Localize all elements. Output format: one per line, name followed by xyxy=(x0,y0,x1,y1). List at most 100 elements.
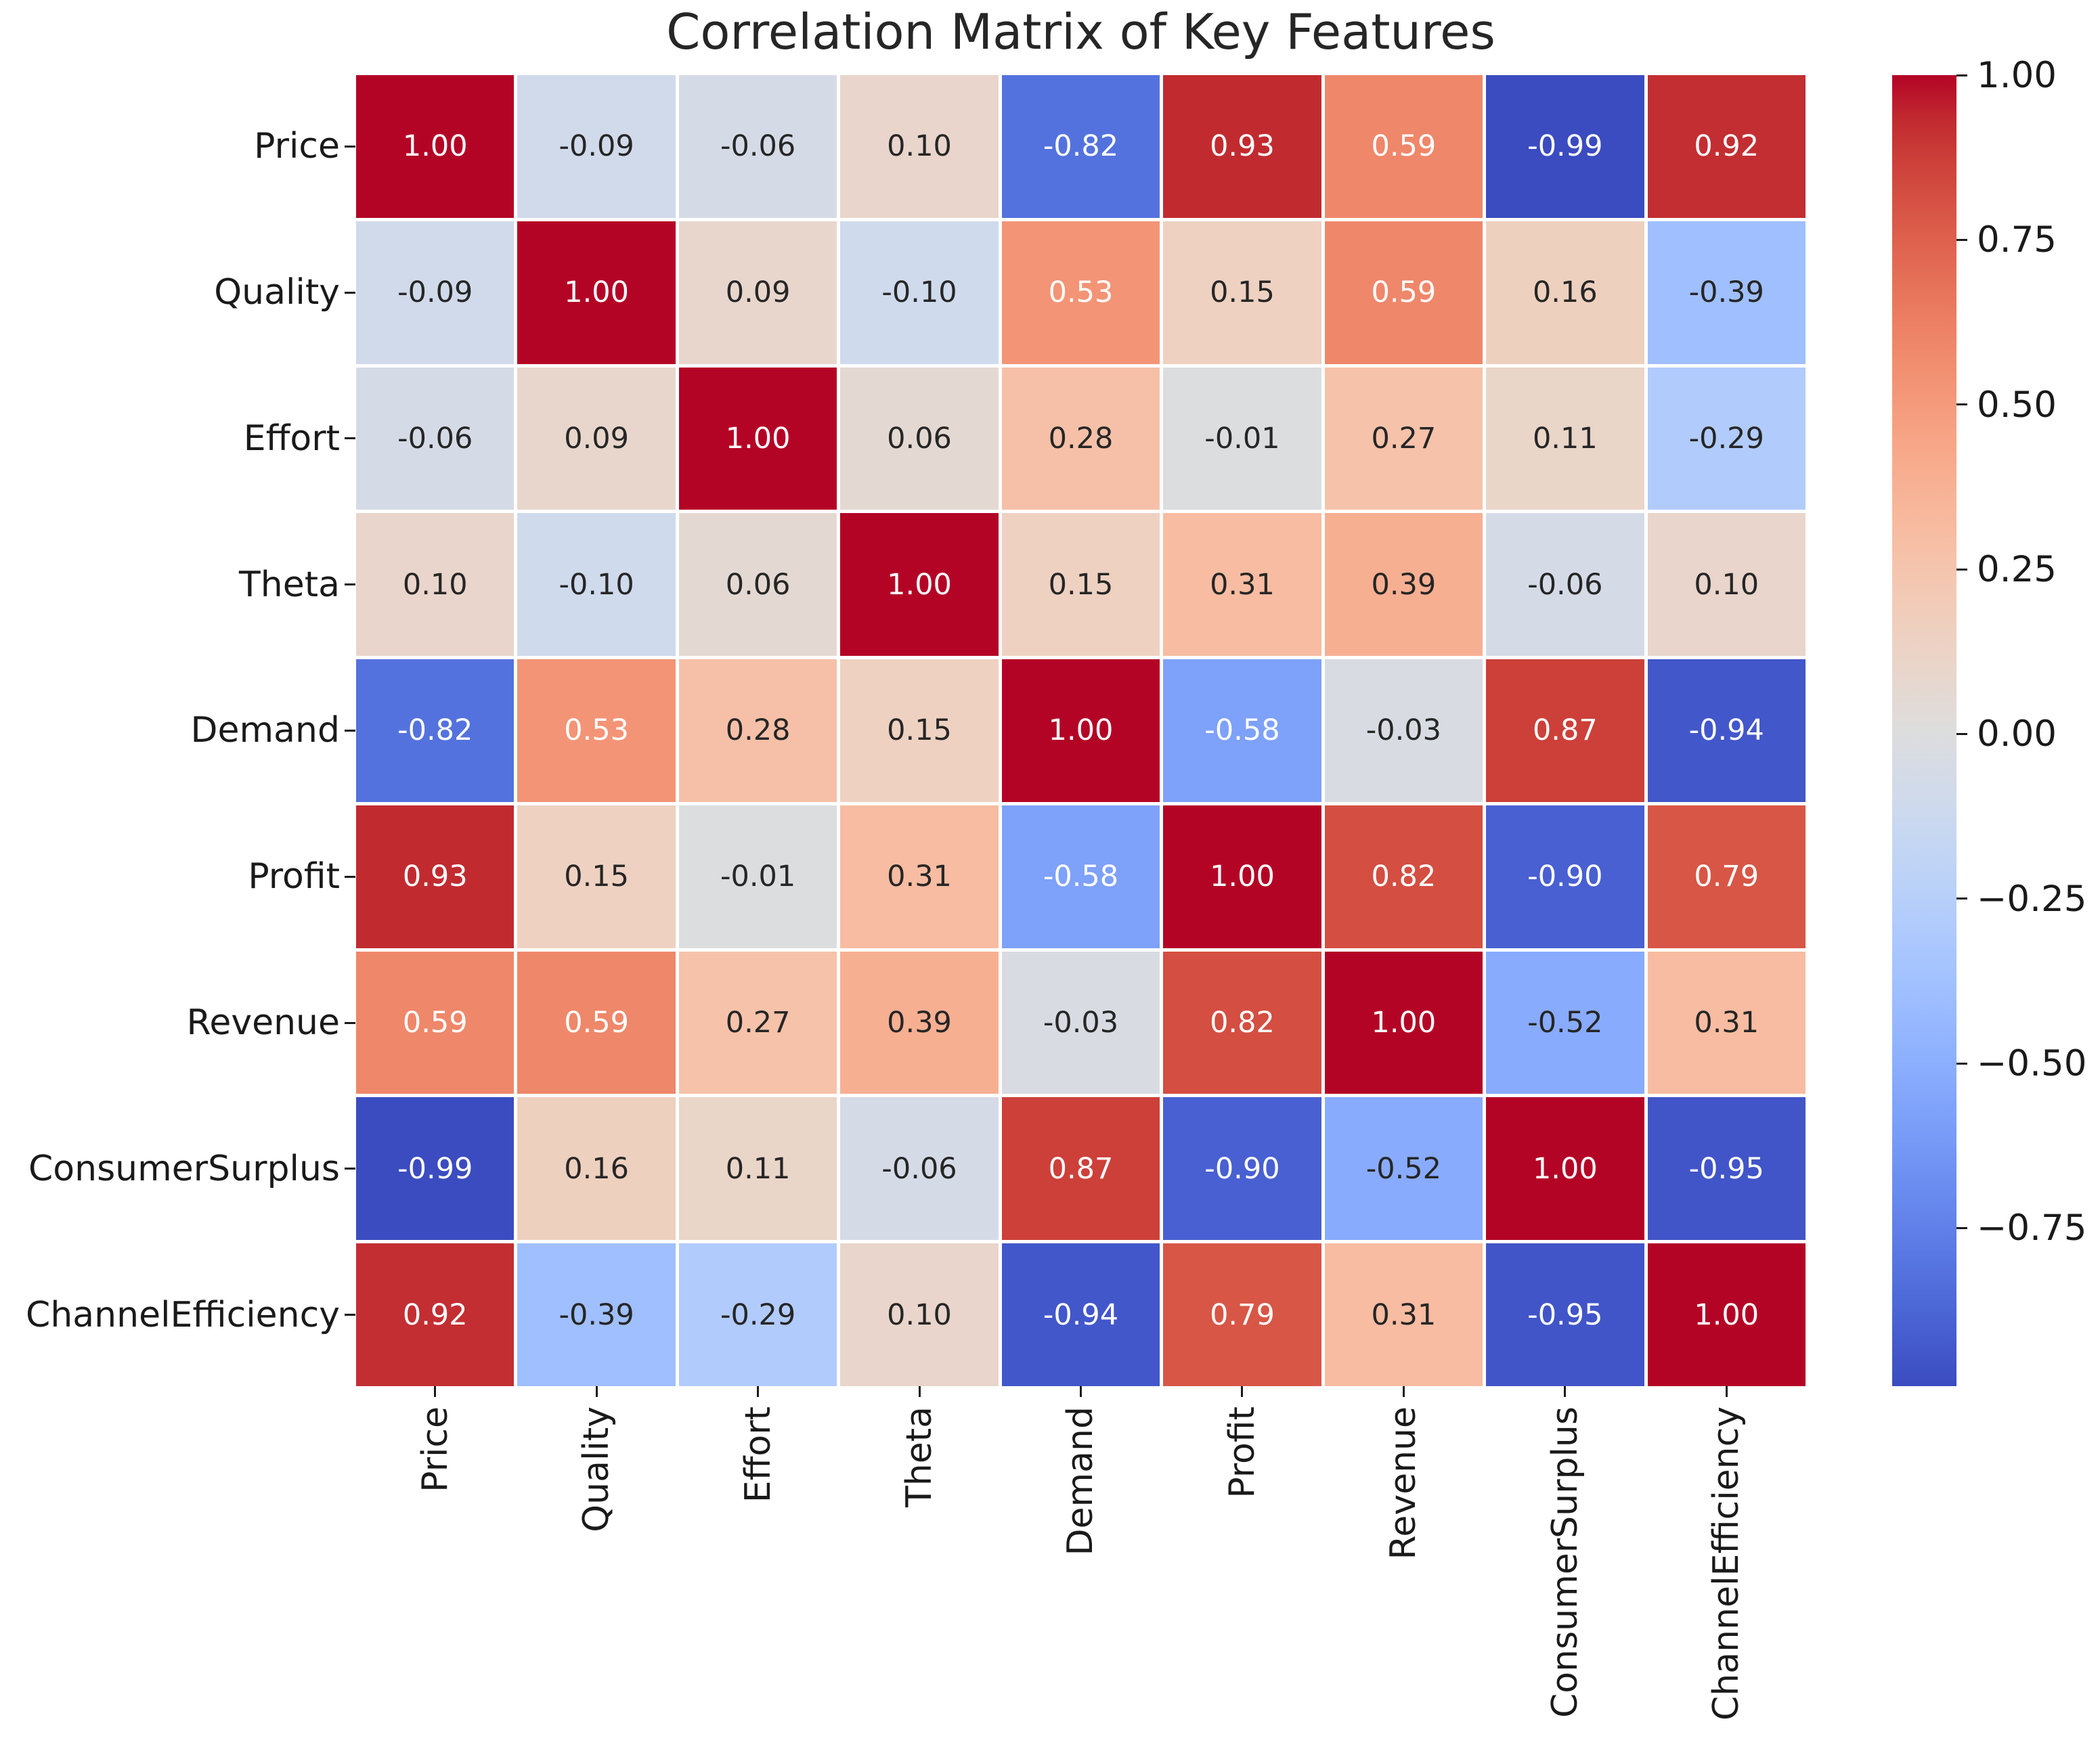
heatmap-cell: 0.93 xyxy=(356,805,515,948)
x-axis-tick xyxy=(918,1386,921,1397)
colorbar-tick xyxy=(1956,897,1967,900)
heatmap-cell: 0.06 xyxy=(840,367,999,510)
y-axis-tick xyxy=(345,730,355,732)
colorbar-tick xyxy=(1956,568,1967,571)
y-axis-label: ChannelEfficiency xyxy=(26,1294,340,1335)
heatmap-cell: -0.06 xyxy=(678,75,837,218)
y-axis-tick xyxy=(345,875,355,878)
x-axis-tick xyxy=(1080,1386,1082,1397)
x-axis-tick xyxy=(595,1386,598,1397)
y-axis-label: Profit xyxy=(248,856,340,897)
heatmap-grid: 1.00 -0.09 -0.06 0.10 -0.82 0.93 0.59 -0.99 0.92… xyxy=(356,75,1806,1386)
heatmap-cell: 0.92 xyxy=(356,1243,515,1386)
heatmap-cell: -0.10 xyxy=(517,513,676,657)
heatmap-cell: -0.03 xyxy=(1324,659,1483,802)
heatmap-cell: 0.59 xyxy=(517,951,676,1094)
heatmap-cell: -0.82 xyxy=(1001,75,1160,218)
chart-title: Correlation Matrix of Key Features xyxy=(666,3,1495,60)
heatmap-cell: -0.95 xyxy=(1647,1097,1806,1241)
heatmap-cell: 0.39 xyxy=(840,951,999,1094)
colorbar-tick xyxy=(1956,74,1967,76)
x-axis-tick xyxy=(434,1386,437,1397)
heatmap-cell: -0.90 xyxy=(1486,805,1644,948)
x-axis-label-text: Quality xyxy=(576,1406,617,1532)
heatmap-cell: 0.28 xyxy=(1001,367,1160,510)
heatmap-cell: 0.10 xyxy=(840,1243,999,1386)
x-axis-label: Profit xyxy=(1163,1406,1321,1748)
x-axis-label: Demand xyxy=(1002,1406,1160,1748)
x-axis-labels: Price Quality Effort Theta Demand Profit Reven… xyxy=(356,1406,1806,1748)
heatmap-cell: 1.00 xyxy=(356,75,515,218)
colorbar-tick-label: −0.75 xyxy=(1977,1207,2087,1249)
heatmap-cell: 0.27 xyxy=(678,951,837,1094)
x-axis-label: Revenue xyxy=(1325,1406,1483,1748)
heatmap-cell: -0.39 xyxy=(1647,221,1806,364)
colorbar-tick xyxy=(1956,403,1967,406)
heatmap-cell: -0.06 xyxy=(1486,513,1644,657)
heatmap-cell: -0.09 xyxy=(356,221,515,364)
heatmap-cell: 0.39 xyxy=(1324,513,1483,657)
x-axis-label-text: Revenue xyxy=(1383,1406,1424,1560)
heatmap-cell: 0.53 xyxy=(1001,221,1160,364)
x-axis-label-text: Theta xyxy=(899,1406,940,1507)
heatmap-cell: 0.87 xyxy=(1486,659,1644,802)
heatmap-cell: 0.93 xyxy=(1163,75,1321,218)
y-axis-label: Demand xyxy=(190,710,340,751)
y-axis-tick xyxy=(345,1021,355,1024)
colorbar-tick-label: 0.25 xyxy=(1977,549,2057,591)
x-axis-label: Price xyxy=(356,1406,514,1748)
colorbar xyxy=(1892,75,1956,1386)
heatmap-cell: 0.82 xyxy=(1324,805,1483,948)
heatmap-cell: 0.27 xyxy=(1324,367,1483,510)
x-axis-label-text: Effort xyxy=(737,1406,779,1503)
colorbar-tick-label: 0.50 xyxy=(1977,384,2057,426)
heatmap-cell: 0.16 xyxy=(517,1097,676,1241)
heatmap-cell: -0.90 xyxy=(1163,1097,1321,1241)
heatmap-cell: -0.01 xyxy=(678,805,837,948)
y-axis-label: ConsumerSurplus xyxy=(28,1148,340,1189)
heatmap-cell: 0.11 xyxy=(1486,367,1644,510)
y-axis-tick xyxy=(345,291,355,294)
heatmap-cell: 0.10 xyxy=(1647,513,1806,657)
heatmap-cell: -0.99 xyxy=(356,1097,515,1241)
x-axis-tick xyxy=(757,1386,760,1397)
x-axis-label-text: ChannelEfficiency xyxy=(1706,1406,1747,1721)
heatmap-cell: -0.39 xyxy=(517,1243,676,1386)
heatmap-cell: -0.29 xyxy=(678,1243,837,1386)
heatmap-cell: -0.58 xyxy=(1001,805,1160,948)
heatmap-cell: 0.16 xyxy=(1486,221,1644,364)
heatmap-cell: -0.06 xyxy=(356,367,515,510)
heatmap-cell: -0.03 xyxy=(1001,951,1160,1094)
x-axis-label-text: Price xyxy=(414,1406,456,1492)
heatmap-cell: 0.09 xyxy=(517,367,676,510)
heatmap-cell: 1.00 xyxy=(1001,659,1160,802)
heatmap-cell: 0.31 xyxy=(1163,513,1321,657)
heatmap-cell: 1.00 xyxy=(1647,1243,1806,1386)
heatmap-cell: 0.10 xyxy=(840,75,999,218)
heatmap-cell: 1.00 xyxy=(1324,951,1483,1094)
y-axis-tick xyxy=(345,1314,355,1316)
colorbar-tick-label: −0.50 xyxy=(1977,1043,2087,1085)
heatmap-cell: 0.31 xyxy=(1647,951,1806,1094)
heatmap-cell: -0.82 xyxy=(356,659,515,802)
x-axis-label: Effort xyxy=(679,1406,837,1748)
heatmap-cell: 0.59 xyxy=(1324,221,1483,364)
y-axis-tick xyxy=(345,583,355,586)
heatmap-cell: -0.29 xyxy=(1647,367,1806,510)
x-axis-label: ConsumerSurplus xyxy=(1486,1406,1644,1748)
heatmap-cell: -0.52 xyxy=(1324,1097,1483,1241)
heatmap-cell: 0.10 xyxy=(356,513,515,657)
x-axis-tick xyxy=(1402,1386,1405,1397)
colorbar-tick xyxy=(1956,1062,1967,1065)
heatmap-cell: 0.15 xyxy=(1001,513,1160,657)
heatmap-cell: 0.06 xyxy=(678,513,837,657)
colorbar-tick-label: −0.25 xyxy=(1977,878,2087,920)
colorbar-tick xyxy=(1956,1226,1967,1229)
x-axis-tick xyxy=(1564,1386,1567,1397)
colorbar-tick-label: 0.00 xyxy=(1977,713,2057,755)
heatmap-cell: 0.11 xyxy=(678,1097,837,1241)
colorbar-tick xyxy=(1956,732,1967,735)
heatmap-cell: 0.28 xyxy=(678,659,837,802)
heatmap-cell: 0.53 xyxy=(517,659,676,802)
heatmap-cell: 1.00 xyxy=(840,513,999,657)
